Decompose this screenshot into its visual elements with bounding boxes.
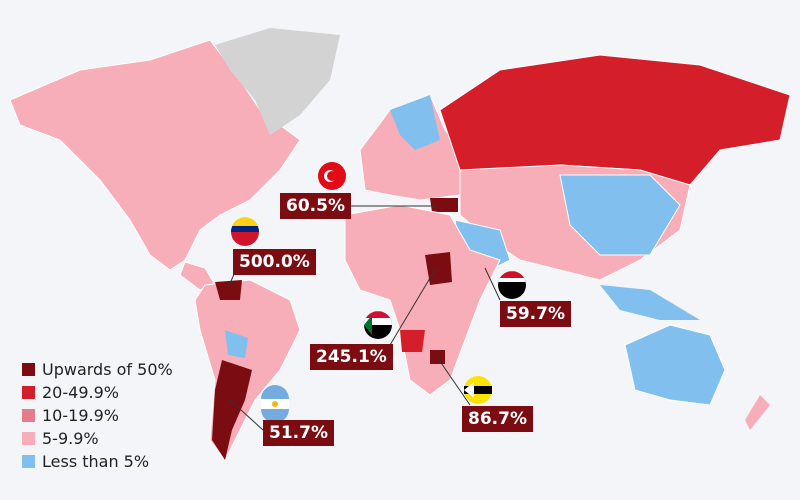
legend-swatch	[22, 363, 35, 376]
venezuela	[215, 280, 242, 300]
legend-label: 10-19.9%	[42, 406, 119, 425]
africa	[344, 204, 501, 396]
legend-item: 20-49.9%	[22, 381, 173, 404]
legend-item: Less than 5%	[22, 450, 173, 473]
australia	[624, 324, 726, 406]
callout-zimbabwe: 86.7%	[462, 406, 533, 432]
flags	[231, 162, 526, 423]
callout-sudan: 245.1%	[310, 344, 393, 370]
callout-yemen: 59.7%	[500, 301, 571, 327]
legend-swatch	[22, 432, 35, 445]
legend-label: Less than 5%	[42, 452, 150, 471]
china	[559, 174, 681, 256]
russia	[439, 54, 791, 186]
bolivia	[225, 330, 248, 358]
angola	[400, 330, 425, 352]
legend-item: Upwards of 50%	[22, 358, 173, 381]
new-zealand	[745, 395, 770, 430]
scandinavia	[390, 95, 440, 150]
legend-item: 5-9.9%	[22, 427, 173, 450]
callout-venezuela: 500.0%	[233, 249, 316, 275]
legend-label: Upwards of 50%	[42, 360, 173, 379]
sudan	[425, 252, 452, 285]
legend-swatch	[22, 409, 35, 422]
southeast-asia	[600, 285, 700, 320]
legend-label: 20-49.9%	[42, 383, 119, 402]
argentina	[212, 360, 252, 460]
callout-argentina: 51.7%	[263, 420, 334, 446]
legend-swatch	[22, 455, 35, 468]
north-america	[9, 39, 301, 271]
legend-label: 5-9.9%	[42, 429, 99, 448]
legend-item: 10-19.9%	[22, 404, 173, 427]
turkey	[430, 198, 458, 212]
legend-swatch	[22, 386, 35, 399]
legend: Upwards of 50% 20-49.9% 10-19.9% 5-9.9% Less…	[22, 358, 173, 473]
greenland	[215, 28, 340, 135]
callout-turkey: 60.5%	[280, 193, 351, 219]
leader-lines	[227, 205, 501, 431]
